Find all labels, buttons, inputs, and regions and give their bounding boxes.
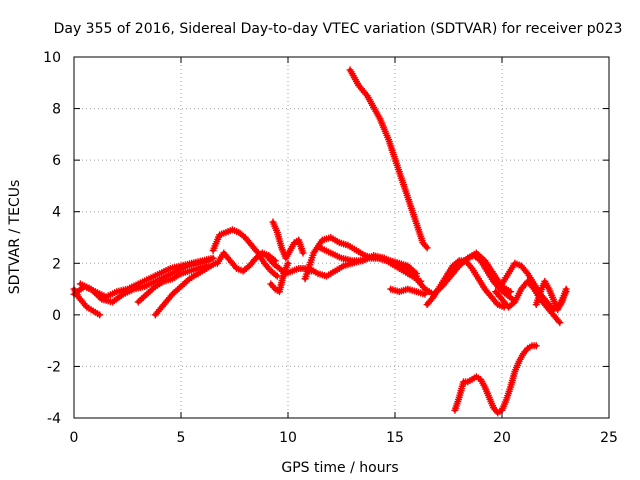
x-tick-label: 10 bbox=[279, 430, 297, 446]
series-arc-negative bbox=[451, 342, 540, 417]
plot-frame bbox=[73, 56, 610, 419]
data-point-marker bbox=[284, 259, 292, 267]
data-point-marker bbox=[428, 294, 436, 302]
y-tick-label: -4 bbox=[47, 411, 61, 427]
series-arc-9h bbox=[269, 218, 307, 262]
chart-title: Day 355 of 2016, Sidereal Day-to-day VTE… bbox=[54, 21, 623, 37]
data-point-marker bbox=[253, 247, 261, 255]
data-point-marker bbox=[423, 244, 431, 252]
data-point-marker bbox=[272, 271, 280, 279]
data-point-marker bbox=[554, 317, 562, 325]
data-point-marker bbox=[96, 311, 104, 319]
x-tick-label: 15 bbox=[386, 430, 404, 446]
data-point-marker bbox=[507, 288, 515, 296]
series-arc-steep bbox=[346, 66, 431, 252]
grid bbox=[74, 57, 609, 418]
series-arc-rising-2 bbox=[76, 257, 213, 306]
series-layer bbox=[70, 66, 570, 417]
data-point-marker bbox=[205, 257, 213, 265]
x-tick-label: 20 bbox=[493, 430, 511, 446]
y-tick-label: 4 bbox=[52, 205, 61, 221]
ticks: 0 5 10 15 20 25 -4 -2 0 2 4 6 8 10 bbox=[43, 50, 618, 446]
series-arc-20h-b bbox=[492, 277, 564, 327]
y-axis-label: SDTVAR / TECUs bbox=[7, 180, 23, 295]
y-tick-label: 6 bbox=[52, 153, 61, 169]
series-arc-18h bbox=[445, 252, 517, 303]
series-arc-9h-b bbox=[267, 259, 292, 296]
data-point-marker bbox=[522, 268, 530, 276]
x-tick-label: 0 bbox=[70, 430, 79, 446]
data-point-marker bbox=[462, 255, 470, 263]
data-point-marker bbox=[529, 284, 537, 292]
data-point-marker bbox=[507, 294, 515, 302]
data-point-marker bbox=[467, 263, 475, 271]
x-tick-label: 5 bbox=[177, 430, 186, 446]
y-tick-label: -2 bbox=[47, 359, 61, 375]
y-tick-label: 8 bbox=[52, 102, 61, 118]
series-arc-4h bbox=[151, 259, 219, 319]
y-tick-label: 2 bbox=[52, 256, 61, 272]
x-axis-label: GPS time / hours bbox=[281, 460, 398, 476]
data-point-marker bbox=[556, 319, 564, 327]
series-arc-15h-low bbox=[387, 285, 429, 298]
series-arc-22h bbox=[532, 277, 570, 314]
data-point-marker bbox=[562, 285, 570, 293]
data-point-marker bbox=[209, 254, 217, 262]
data-point-marker bbox=[273, 272, 281, 280]
series-arc-11h-c bbox=[316, 244, 420, 280]
series-arc-9h-c bbox=[263, 252, 316, 278]
x-tick-label: 25 bbox=[600, 430, 618, 446]
data-point-marker bbox=[299, 249, 307, 257]
data-point-marker bbox=[532, 342, 540, 350]
y-tick-label: 0 bbox=[52, 308, 61, 324]
y-tick-label: 10 bbox=[43, 50, 61, 66]
data-point-marker bbox=[203, 262, 211, 270]
series-arc-4h-b bbox=[134, 262, 211, 306]
